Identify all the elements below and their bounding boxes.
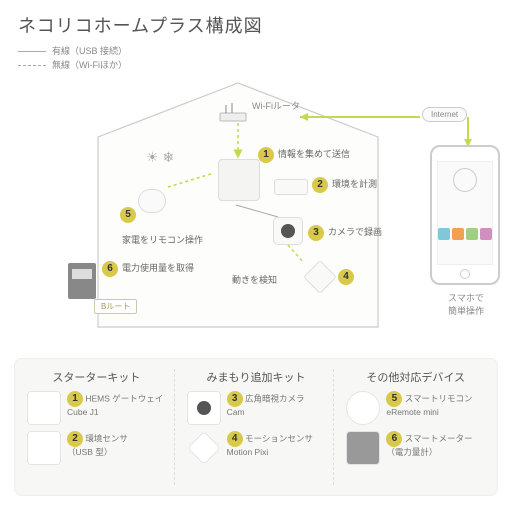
house-diagram: Wi-Fiルータ Internet 1 情報を集めて送信 2 環境を計測 3 カ… <box>18 77 494 347</box>
router-icon <box>218 103 248 123</box>
step-4-label: 動きを検知 <box>232 273 277 286</box>
col1-title: スターターキット <box>27 369 166 385</box>
badge-5: 5 <box>120 207 136 223</box>
usb-sensor-icon <box>274 179 308 195</box>
panel-badge-4: 4 <box>227 431 243 447</box>
meter-thumb-icon <box>346 431 380 465</box>
phone-logo-icon <box>453 168 477 192</box>
camera-icon <box>273 217 303 245</box>
item2-name: （USB 型） <box>67 447 112 457</box>
item4-sub: モーションセンサ <box>245 433 313 443</box>
badge-1: 1 <box>258 147 274 163</box>
b-route-label: Bルート <box>94 299 137 314</box>
motion-thumb-icon <box>187 431 221 465</box>
device-panel: スターターキット 1 HEMS ゲートウェイ Cube J1 2 環境センサ （… <box>14 358 498 496</box>
badge-6: 6 <box>102 261 118 277</box>
item6-sub: スマートメーター <box>405 433 473 443</box>
item5-text: 5 スマートリモコン eRemote mini <box>386 391 472 418</box>
panel-badge-2: 2 <box>67 431 83 447</box>
step-6-label: 電力使用量を取得 <box>122 261 194 274</box>
panel-badge-3: 3 <box>227 391 243 407</box>
panel-badge-6: 6 <box>386 431 402 447</box>
col-other-devices: その他対応デバイス 5 スマートリモコン eRemote mini 6 スマート… <box>333 369 485 485</box>
cube-device-icon <box>218 159 260 201</box>
phone-arrow-icon <box>462 117 474 147</box>
internet-label: Internet <box>422 107 467 122</box>
usb-thumb-icon <box>27 431 61 465</box>
item-cam: 3 広角暗視カメラ Cam <box>187 391 326 425</box>
phone-bar-3 <box>466 228 478 240</box>
col3-title: その他対応デバイス <box>346 369 485 385</box>
item4-name: Motion Pixi <box>227 447 269 457</box>
badge-2: 2 <box>312 177 328 193</box>
line-solid-icon <box>18 51 46 52</box>
item-motion: 4 モーションセンサ Motion Pixi <box>187 431 326 465</box>
item5-sub: スマートリモコン <box>405 393 473 403</box>
step-1-label: 情報を集めて送信 <box>278 147 350 160</box>
phone-app-bars <box>438 228 492 240</box>
item4-text: 4 モーションセンサ Motion Pixi <box>227 431 313 458</box>
smartphone-icon <box>430 145 500 285</box>
item3-name: Cam <box>227 407 245 417</box>
item6-name: （電力量計） <box>386 447 437 457</box>
cam-thumb-icon <box>187 391 221 425</box>
panel-badge-1: 1 <box>67 391 83 407</box>
page-title: ネコリコホームプラス構成図 <box>18 12 494 38</box>
phone-bar-4 <box>480 228 492 240</box>
badge-4: 4 <box>338 269 354 285</box>
panel-badge-5: 5 <box>386 391 402 407</box>
item-eremote: 5 スマートリモコン eRemote mini <box>346 391 485 425</box>
item3-sub: 広角暗視カメラ <box>245 393 305 403</box>
item1-text: 1 HEMS ゲートウェイ Cube J1 <box>67 391 163 418</box>
phone-screen <box>437 161 493 265</box>
internet-arrow-icon <box>300 111 430 123</box>
legend-wireless: 無線（Wi-Fiほか） <box>18 58 494 72</box>
legend: 有線（USB 接続） 無線（Wi-Fiほか） <box>18 44 494 73</box>
phone-caption: スマホで 簡単操作 <box>430 291 502 317</box>
item-smart-meter: 6 スマートメーター （電力量計） <box>346 431 485 465</box>
phone-home-button-icon <box>460 269 470 279</box>
item-cube-j1: 1 HEMS ゲートウェイ Cube J1 <box>27 391 166 425</box>
item2-text: 2 環境センサ （USB 型） <box>67 431 128 458</box>
badge-3: 3 <box>308 225 324 241</box>
phone-bar-1 <box>438 228 450 240</box>
step-3-label: カメラで録画 <box>328 225 382 238</box>
col2-title: みまもり追加キット <box>187 369 326 385</box>
step-5-label: 家電をリモコン操作 <box>122 233 203 246</box>
item1-sub: HEMS ゲートウェイ <box>85 393 163 403</box>
legend-wireless-label: 無線（Wi-Fiほか） <box>52 58 127 72</box>
item5-name: eRemote mini <box>386 407 438 417</box>
phone-bar-2 <box>452 228 464 240</box>
col-mimamori-kit: みまもり追加キット 3 広角暗視カメラ Cam 4 モーションセンサ Motio… <box>174 369 326 485</box>
item6-text: 6 スマートメーター （電力量計） <box>386 431 472 458</box>
smart-meter-icon <box>68 263 96 299</box>
item2-sub: 環境センサ <box>85 433 128 443</box>
remote-icon <box>138 189 166 213</box>
legend-wired: 有線（USB 接続） <box>18 44 494 58</box>
item1-name: Cube J1 <box>67 407 99 417</box>
step-2-label: 環境を計測 <box>332 177 377 190</box>
item3-text: 3 広角暗視カメラ Cam <box>227 391 305 418</box>
item-env-sensor: 2 環境センサ （USB 型） <box>27 431 166 465</box>
line-dashed-icon <box>18 65 46 66</box>
page-root: ネコリコホームプラス構成図 有線（USB 接続） 無線（Wi-Fiほか） <box>0 0 512 508</box>
eremote-thumb-icon <box>346 391 380 425</box>
legend-wired-label: 有線（USB 接続） <box>52 44 127 58</box>
appliances-icon: ☀ ❄ <box>146 149 174 166</box>
col-starter-kit: スターターキット 1 HEMS ゲートウェイ Cube J1 2 環境センサ （… <box>27 369 166 485</box>
router-label: Wi-Fiルータ <box>252 99 300 112</box>
cube-thumb-icon <box>27 391 61 425</box>
